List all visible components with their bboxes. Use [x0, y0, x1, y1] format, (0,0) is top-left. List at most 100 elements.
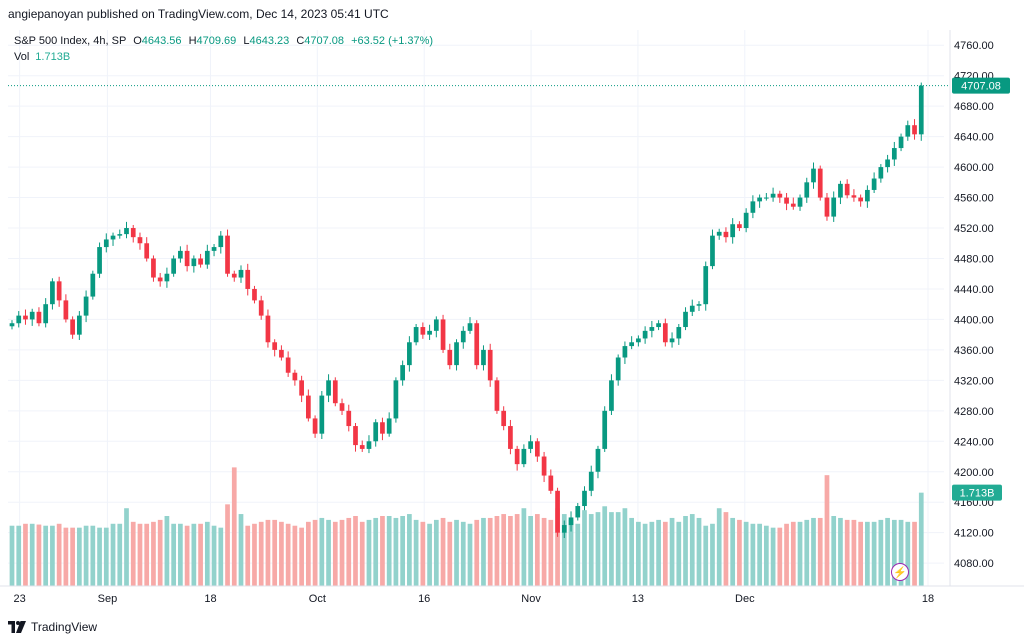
volume-bar	[703, 525, 709, 586]
candle-body	[83, 296, 89, 316]
candle-body	[595, 448, 601, 472]
candle-body	[669, 338, 675, 343]
candle-body	[97, 247, 102, 274]
volume-bar	[97, 527, 102, 586]
candle-body	[204, 250, 210, 265]
candle-body	[164, 273, 170, 282]
candle-body	[817, 168, 823, 198]
volume-bar	[662, 521, 668, 586]
volume-bar	[730, 517, 736, 586]
candle-body	[521, 448, 527, 465]
volume-bar	[561, 514, 567, 586]
volume-bar	[319, 517, 325, 586]
candle-body	[231, 273, 237, 278]
volume-bar	[514, 514, 520, 586]
volume-bar	[696, 517, 702, 586]
volume-bar	[144, 523, 150, 586]
price-tick-label: 4320.00	[954, 375, 994, 387]
price-tick-label: 4400.00	[954, 314, 994, 326]
candle-body	[838, 183, 843, 198]
candle-body	[514, 448, 520, 465]
candle-body	[339, 403, 345, 411]
volume-bar	[716, 508, 722, 586]
lightning-icon[interactable]: ⚡	[891, 563, 909, 581]
volume-bar	[487, 517, 493, 586]
candle-body	[380, 422, 385, 434]
symbol-name[interactable]: S&P 500 Index, 4h, SP	[14, 35, 127, 47]
volume-bar	[750, 523, 756, 586]
time-tick-label: 23	[14, 593, 26, 605]
candle-body	[433, 319, 439, 331]
candle-body	[696, 304, 702, 306]
candle-body	[245, 269, 251, 289]
volume-bar	[817, 517, 823, 586]
volume-bar	[602, 506, 608, 586]
brand-name[interactable]: TradingView	[31, 620, 98, 634]
volume-bar	[838, 517, 843, 586]
volume-bar	[676, 521, 682, 586]
volume-bar	[898, 519, 904, 586]
candle-body	[373, 422, 379, 442]
candle-body	[50, 281, 55, 305]
high-value: 4709.69	[196, 35, 237, 47]
candle-body	[272, 342, 278, 350]
time-tick-label: Sep	[98, 593, 118, 605]
volume-bar	[56, 523, 62, 586]
volume-bar	[245, 525, 251, 586]
candle-body	[575, 506, 581, 518]
time-tick-label: 18	[204, 593, 216, 605]
volume-bar	[454, 519, 459, 586]
volume-bar	[353, 516, 358, 586]
candle-body	[710, 235, 715, 267]
last-volume-label: 1.713B	[960, 488, 995, 500]
candle-body	[29, 311, 35, 320]
candle-body	[43, 304, 49, 324]
volume-bar	[23, 523, 28, 586]
candle-body	[326, 380, 331, 396]
volume-bar	[770, 527, 776, 586]
volume-bar	[642, 523, 648, 586]
candle-body	[312, 418, 318, 434]
candle-body	[252, 288, 257, 301]
candle-body	[649, 327, 655, 331]
candle-body	[716, 231, 722, 236]
candle-body	[225, 235, 230, 274]
candle-body	[588, 471, 594, 491]
last-volume-tag	[952, 484, 1002, 501]
candle-body	[184, 250, 190, 267]
candle-body	[413, 327, 419, 343]
volume-bar	[427, 523, 432, 586]
volume-bar	[157, 519, 163, 586]
volume-bar	[305, 521, 311, 586]
tradingview-logo-icon	[8, 621, 26, 633]
volume-bar	[211, 525, 217, 586]
candle-body	[878, 167, 884, 179]
price-tick-label: 4520.00	[954, 223, 994, 235]
volume-bar	[393, 517, 399, 586]
candle-body	[865, 189, 870, 202]
candle-body	[622, 346, 628, 358]
volume-bar	[117, 523, 123, 586]
candle-body	[23, 315, 28, 320]
candle-body	[528, 441, 533, 449]
volume-bar	[804, 519, 810, 586]
volume-bar	[541, 517, 547, 586]
volume-bar	[191, 523, 197, 586]
volume-bar	[501, 514, 507, 586]
volume-value: 1.713B	[35, 51, 71, 63]
candle-body	[454, 342, 459, 366]
candle-body	[851, 195, 857, 198]
volume-bar	[124, 508, 129, 586]
chart[interactable]: 4080.004120.004160.004200.004240.004280.…	[0, 26, 1024, 612]
candle-body	[117, 234, 123, 236]
candle-body	[211, 247, 217, 251]
candle-body	[63, 300, 69, 320]
volume-bar	[918, 492, 924, 586]
volume-bar	[824, 475, 830, 586]
volume-bar	[588, 514, 594, 586]
candle-body	[683, 311, 688, 328]
price-tick-label: 4080.00	[954, 558, 994, 570]
candle-body	[656, 323, 661, 328]
candle-body	[265, 315, 271, 343]
volume-bar	[252, 523, 257, 586]
